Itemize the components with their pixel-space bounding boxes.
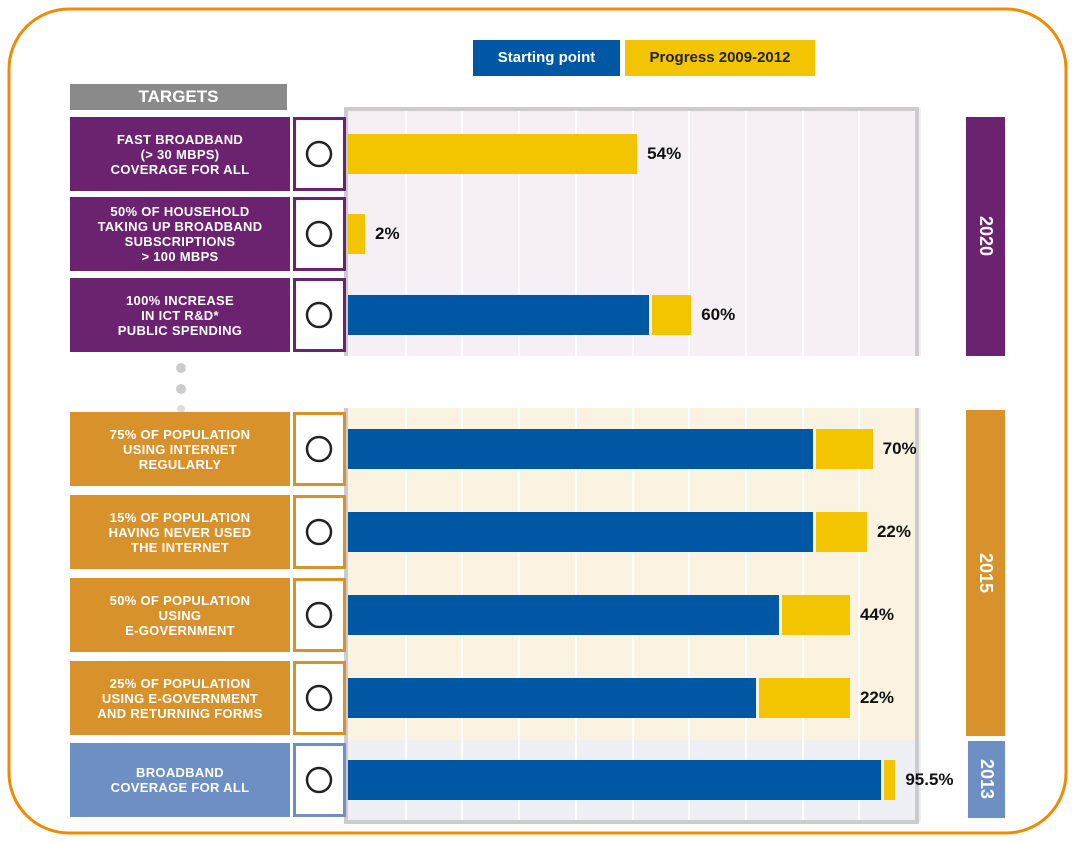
icon-box [293, 578, 346, 652]
value-label: 54% [647, 144, 682, 163]
dot [177, 405, 185, 413]
icon-box [293, 743, 346, 817]
icon [305, 435, 333, 463]
grid-line [518, 408, 521, 740]
grid-line [801, 408, 804, 740]
bar [815, 512, 867, 552]
value-label: 44% [859, 605, 894, 624]
icon [305, 220, 333, 248]
targets-header: TARGETS [70, 84, 287, 110]
grid-line [631, 107, 634, 356]
icon-box [293, 495, 346, 569]
bar [815, 429, 873, 469]
plot-frame [915, 107, 919, 356]
grid-line [744, 408, 747, 740]
target-label: FAST BROADBAND (> 30 MBPS) COVERAGE FOR … [70, 117, 290, 191]
plot-frame [344, 107, 919, 111]
icon [305, 684, 333, 712]
legend-item: Starting point [473, 40, 620, 76]
bar [348, 512, 813, 552]
icon [305, 601, 333, 629]
icon-shape [305, 301, 333, 329]
plot-frame [915, 408, 919, 822]
grid-line [688, 408, 691, 740]
plot-frame [344, 820, 919, 824]
icon [305, 518, 333, 546]
bar [348, 678, 757, 718]
grid-line [404, 107, 407, 356]
grid-line [574, 408, 577, 740]
grid-line [688, 107, 691, 356]
target-label: BROADBAND COVERAGE FOR ALL [70, 743, 290, 817]
bar [348, 214, 365, 254]
bar [348, 595, 779, 635]
grid-line [631, 408, 634, 740]
plot-frame [344, 408, 348, 822]
icon-shape [305, 220, 333, 248]
bar [759, 678, 850, 718]
target-label: 75% OF POPULATION USING INTERNET REGULAR… [70, 412, 290, 486]
icon-shape [305, 518, 333, 546]
grid-line [858, 107, 861, 356]
target-label: 25% OF POPULATION USING E-GOVERNMENT AND… [70, 661, 290, 735]
icon [305, 140, 333, 168]
icon [305, 301, 333, 329]
bar [348, 429, 813, 469]
value-label: 22% [859, 688, 894, 707]
grid-line [858, 408, 861, 740]
value-label: 2% [375, 224, 400, 243]
year-label: 2015 [966, 410, 1005, 736]
icon-shape [305, 140, 333, 168]
value-label: 22% [876, 522, 911, 541]
legend-item: Progress 2009-2012 [625, 40, 815, 76]
grid-line [461, 408, 464, 740]
icon-shape [305, 766, 333, 794]
grid-line [518, 107, 521, 356]
bar [781, 595, 850, 635]
value-label: 70% [882, 439, 917, 458]
year-label: 2013 [968, 741, 1005, 818]
grid-line [744, 107, 747, 356]
bar [651, 295, 692, 335]
bar [348, 134, 638, 174]
icon-shape [305, 601, 333, 629]
bar [348, 760, 881, 800]
grid-line [574, 107, 577, 356]
icon-box [293, 117, 346, 191]
value-label: 95.5% [905, 770, 954, 789]
grid-line [404, 408, 407, 740]
value-label: 60% [701, 305, 736, 324]
icon-shape [305, 435, 333, 463]
icon-box [293, 278, 346, 352]
icon-box [293, 661, 346, 735]
target-label: 50% OF POPULATION USING E-GOVERNMENT [70, 578, 290, 652]
icon-shape [305, 684, 333, 712]
grid-line [461, 107, 464, 356]
year-label: 2020 [966, 117, 1005, 356]
plot-frame [344, 107, 348, 356]
dot [176, 363, 186, 373]
dot [176, 384, 186, 394]
icon-box [293, 197, 346, 271]
bar [883, 760, 896, 800]
icon [305, 766, 333, 794]
border [7, 7, 1068, 835]
bar [348, 295, 649, 335]
target-label: 100% INCREASE IN ICT R&D* PUBLIC SPENDIN… [70, 278, 290, 352]
target-label: 15% OF POPULATION HAVING NEVER USED THE … [70, 495, 290, 569]
grid-line [801, 107, 804, 356]
icon-box [293, 412, 346, 486]
target-label: 50% OF HOUSEHOLD TAKING UP BROADBAND SUB… [70, 197, 290, 271]
